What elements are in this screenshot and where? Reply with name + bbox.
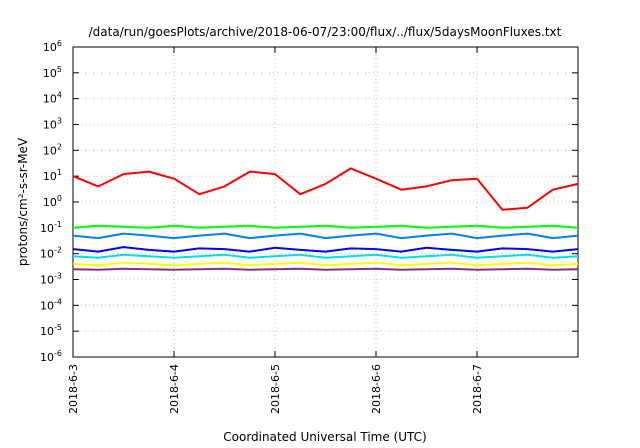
y-tick-labels: 10-6 10-5 10-4 10-3 10-2 10-1 100 101 102 103 104 1… xyxy=(40,39,62,364)
series-line-6 xyxy=(72,267,579,271)
y-tick-label: 104 xyxy=(43,91,62,106)
y-tick-label: 106 xyxy=(43,39,62,54)
grid-lines xyxy=(73,47,578,357)
y-tick-label: 10-2 xyxy=(40,246,62,261)
x-tick-label: 2018-6-3 xyxy=(67,364,80,414)
y-tick-label: 10-3 xyxy=(40,272,62,287)
y-tick-label: 101 xyxy=(43,168,62,183)
series-line-4 xyxy=(72,253,579,259)
y-tick-label: 105 xyxy=(43,65,62,80)
y-tick-label: 10-4 xyxy=(40,297,62,312)
series-line-3 xyxy=(72,246,579,253)
y-tick-label: 100 xyxy=(43,194,62,209)
series-layer xyxy=(72,167,579,271)
y-axis-label: protons/cm²-s-sr-MeV xyxy=(16,137,30,266)
x-tick-label: 2018-6-4 xyxy=(168,364,181,414)
series-line-0 xyxy=(72,167,579,211)
y-tick-label: 103 xyxy=(43,117,62,132)
y-tick-label: 102 xyxy=(43,142,62,157)
x-tick-labels: 2018-6-3 2018-6-4 2018-6-5 2018-6-6 2018-6-7 xyxy=(67,364,484,414)
x-axis-label: Coordinated Universal Time (UTC) xyxy=(223,430,426,444)
y-tick-label: 10-1 xyxy=(40,220,62,235)
chart-title: /data/run/goesPlots/archive/2018-06-07/2… xyxy=(89,25,562,39)
x-tick-label: 2018-6-7 xyxy=(471,364,484,414)
x-tick-label: 2018-6-6 xyxy=(370,364,383,414)
series-line-2 xyxy=(72,232,579,240)
y-tick-label: 10-5 xyxy=(40,323,62,338)
series-line-1 xyxy=(72,224,579,229)
y-tick-label: 10-6 xyxy=(40,349,62,364)
series-line-5 xyxy=(72,261,579,267)
x-tick-label: 2018-6-5 xyxy=(269,364,282,414)
